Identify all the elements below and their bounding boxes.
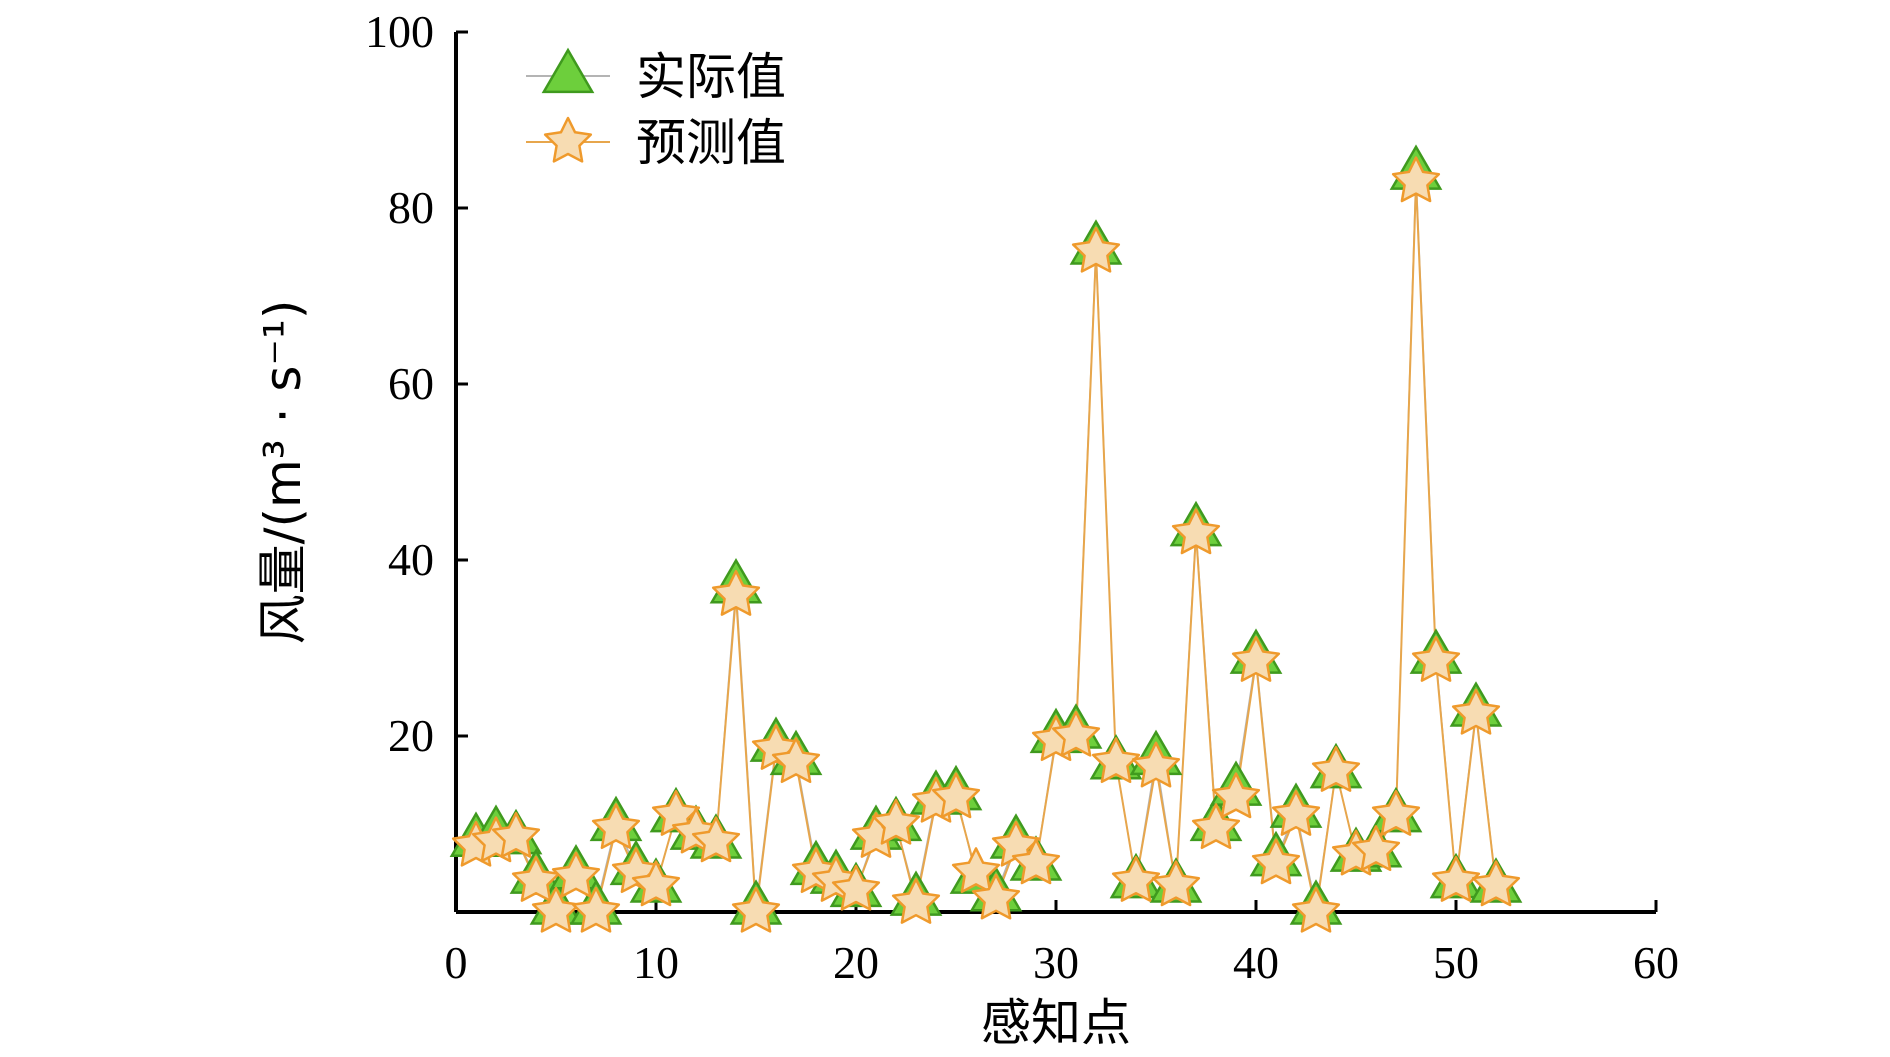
series-line-predicted: [475, 180, 1497, 913]
predicted-point: [951, 847, 1001, 894]
predicted-point: [551, 851, 601, 898]
legend: 实际值 预测值: [526, 47, 786, 172]
y-tick-label: 60: [388, 358, 434, 409]
predicted-point: [571, 886, 621, 933]
y-axis-title: 风量/(m³ · s⁻¹): [254, 300, 312, 645]
predicted-point: [1371, 789, 1421, 836]
predicted-point: [1291, 886, 1341, 933]
x-tick-label: 50: [1433, 937, 1479, 988]
predicted-point: [1191, 803, 1241, 850]
x-tick-label: 10: [633, 937, 679, 988]
legend-label-predicted: 预测值: [636, 114, 786, 172]
predicted-point: [1131, 741, 1181, 788]
predicted-point: [771, 737, 821, 784]
predicted-point: [1311, 745, 1361, 792]
predicted-point: [691, 816, 741, 863]
predicted-point: [1071, 226, 1121, 273]
series-markers-predicted: [451, 156, 1521, 933]
ticks: 0 10 20 30 40 50 60 20 40 60 80 100: [365, 6, 1679, 988]
predicted-point: [1211, 772, 1261, 819]
predicted-point: [1451, 688, 1501, 735]
predicted-point: [1091, 737, 1141, 784]
y-tick-label: 20: [388, 710, 434, 761]
predicted-point: [1351, 825, 1401, 872]
predicted-point: [831, 864, 881, 911]
predicted-point: [591, 803, 641, 850]
y-tick-label: 100: [365, 6, 434, 57]
predicted-point: [871, 798, 921, 845]
legend-item-predicted: 预测值: [526, 114, 786, 172]
predicted-point: [971, 873, 1021, 920]
x-tick-label: 30: [1033, 937, 1079, 988]
x-axis-title: 感知点: [981, 994, 1131, 1052]
legend-label-actual: 实际值: [636, 48, 786, 106]
predicted-point: [891, 877, 941, 924]
predicted-point: [1011, 838, 1061, 885]
predicted-point: [1471, 860, 1521, 907]
predicted-point: [1111, 855, 1161, 902]
predicted-point: [1411, 635, 1461, 682]
predicted-point: [1051, 710, 1101, 757]
y-tick-label: 40: [388, 534, 434, 585]
x-tick-label: 40: [1233, 937, 1279, 988]
x-tick-label: 20: [833, 937, 879, 988]
predicted-point: [631, 860, 681, 907]
predicted-point: [731, 886, 781, 933]
legend-marker-actual: [541, 47, 595, 94]
series-lines: [475, 172, 1497, 913]
legend-marker-predicted: [543, 116, 593, 163]
predicted-point: [1431, 855, 1481, 902]
predicted-point: [1391, 156, 1441, 203]
predicted-point: [1231, 635, 1281, 682]
predicted-point: [511, 855, 561, 902]
predicted-point: [1151, 860, 1201, 907]
legend-item-actual: 实际值: [526, 47, 786, 106]
predicted-point: [711, 569, 761, 616]
x-tick-label: 60: [1633, 937, 1679, 988]
series-markers-actual: [449, 144, 1523, 925]
markers: [449, 144, 1523, 933]
predicted-point: [491, 811, 541, 858]
predicted-point: [1271, 789, 1321, 836]
predicted-point: [1251, 838, 1301, 885]
y-tick-label: 80: [388, 182, 434, 233]
predicted-point: [1171, 508, 1221, 555]
x-tick-label: 0: [445, 937, 468, 988]
predicted-point: [931, 772, 981, 819]
